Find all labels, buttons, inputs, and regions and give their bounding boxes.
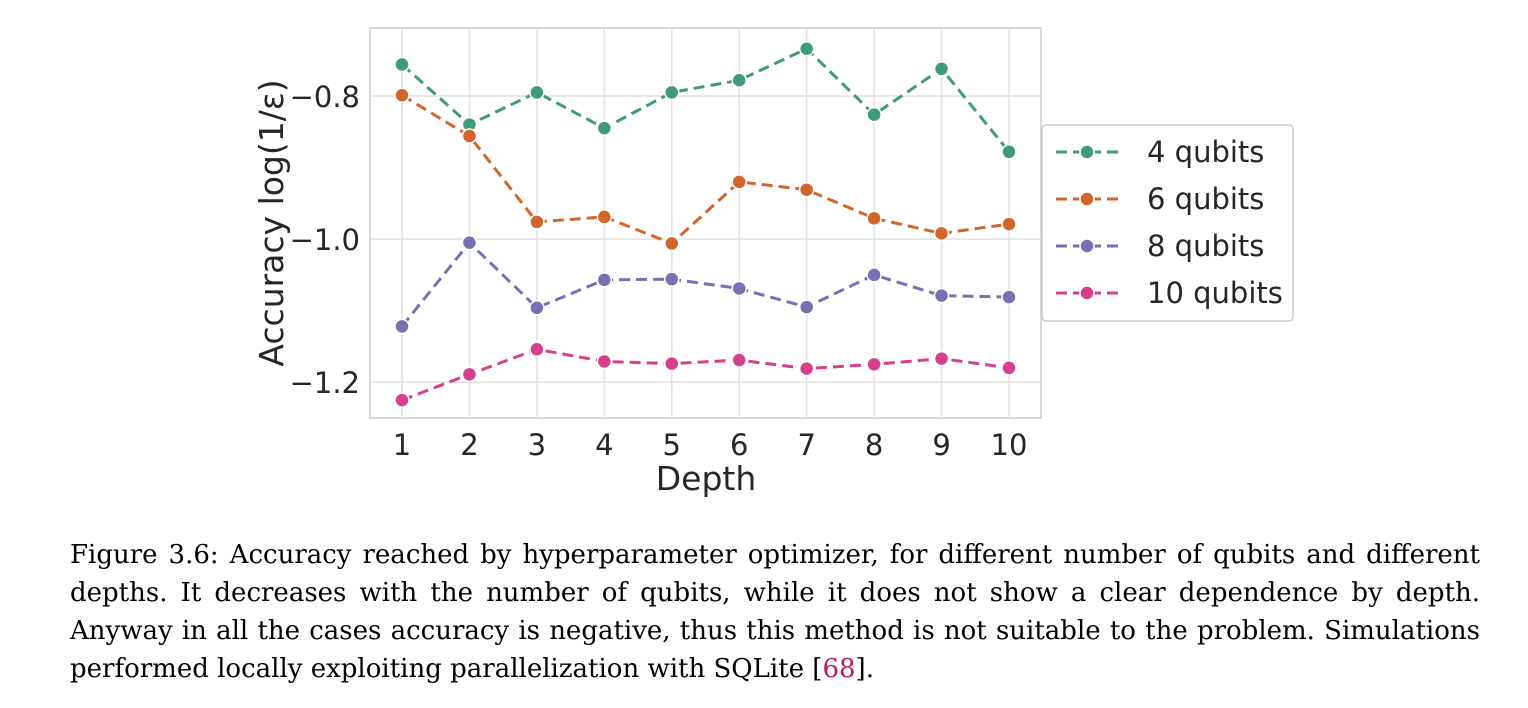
plot-area — [369, 27, 1042, 419]
legend-label: 6 qubits — [1147, 182, 1264, 216]
legend-swatch-marker — [1079, 144, 1095, 160]
x-tick-label: 1 — [393, 428, 411, 462]
data-point — [866, 356, 882, 373]
y-tick-labels: −0.8 −1.0 −1.2 — [290, 80, 360, 400]
legend-box — [1041, 124, 1294, 322]
data-point — [1001, 144, 1017, 160]
x-tick-label: 9 — [932, 428, 950, 462]
x-tick-label: 6 — [730, 428, 748, 462]
data-point — [596, 209, 613, 225]
caption-text: Figure 3.6: Accuracy reached by hyperpar… — [70, 540, 1480, 684]
data-point — [798, 181, 815, 198]
data-point — [731, 72, 747, 88]
legend-label: 4 qubits — [1147, 135, 1264, 169]
legend-item: 10 qubits — [1056, 276, 1283, 310]
data-point — [1001, 360, 1017, 376]
legend-item: 8 qubits — [1056, 229, 1264, 263]
series-line — [401, 93, 1010, 246]
data-point — [461, 128, 478, 144]
data-point — [664, 271, 680, 287]
legend-label: 8 qubits — [1147, 229, 1264, 263]
data-point — [461, 366, 478, 383]
data-point — [529, 341, 545, 358]
legend: 4 qubits 6 qubits 8 qubits 10 qubits — [1041, 124, 1294, 322]
data-point — [798, 360, 815, 377]
series-8-qubits — [394, 234, 1017, 335]
x-tick-label: 5 — [663, 428, 681, 462]
legend-swatch-marker — [1079, 238, 1095, 254]
data-point — [596, 272, 613, 288]
data-point — [1001, 289, 1017, 305]
data-point — [731, 174, 747, 190]
data-point — [394, 318, 410, 335]
y-tick-label: −1.0 — [290, 223, 360, 257]
x-tick-label: 7 — [797, 428, 815, 462]
x-tick-labels: 1 2 3 4 5 6 7 8 9 10 — [393, 428, 1028, 462]
figure-caption: Figure 3.6: Accuracy reached by hyperpar… — [70, 536, 1480, 688]
data-point — [933, 61, 950, 77]
x-tick-label: 3 — [528, 428, 546, 462]
data-point — [529, 214, 545, 230]
series-group — [394, 41, 1017, 408]
data-point — [596, 353, 613, 370]
data-point — [1001, 216, 1017, 232]
data-point — [866, 267, 882, 283]
data-point — [731, 352, 747, 368]
series-line — [400, 240, 1010, 328]
y-axis-label: Accuracy log(1/ε) — [252, 79, 291, 366]
data-point — [798, 299, 815, 315]
x-tick-label: 10 — [991, 428, 1028, 462]
legend-swatch-marker — [1079, 285, 1095, 301]
data-point — [394, 87, 410, 104]
data-point — [461, 234, 478, 251]
legend-swatch-marker — [1079, 191, 1095, 207]
x-tick-label: 4 — [595, 428, 613, 462]
series-6-qubits — [394, 87, 1017, 252]
series-10-qubits — [394, 341, 1017, 408]
data-point — [394, 392, 410, 408]
data-point — [664, 235, 680, 252]
citation-link[interactable]: 68 — [822, 654, 856, 684]
y-tick-label: −0.8 — [290, 80, 360, 114]
data-point — [596, 120, 613, 136]
line-chart: 1 2 3 4 5 6 7 8 9 10 −0.8 −1.0 −1.2 Depth Accuracy … — [252, 27, 1294, 498]
data-point — [529, 84, 545, 101]
legend-label: 10 qubits — [1147, 276, 1283, 310]
y-tick-label: −1.2 — [290, 366, 360, 400]
x-tick-label: 2 — [460, 428, 478, 462]
series-line — [401, 347, 1010, 402]
legend-items: 4 qubits 6 qubits 8 qubits 10 qubits — [1056, 135, 1283, 310]
series-4-qubits — [394, 41, 1017, 160]
data-point — [866, 106, 882, 123]
data-point — [933, 225, 950, 242]
x-tick-label: 8 — [865, 428, 883, 462]
data-point — [529, 300, 545, 316]
data-point — [798, 41, 815, 57]
data-point — [933, 350, 950, 367]
x-axis-label: Depth — [656, 459, 757, 498]
data-point — [933, 287, 950, 304]
data-point — [664, 84, 680, 101]
data-point — [731, 280, 747, 297]
data-point — [394, 56, 410, 73]
legend-item: 6 qubits — [1056, 182, 1264, 216]
legend-item: 4 qubits — [1056, 135, 1264, 169]
caption-end: ]. — [855, 654, 874, 684]
data-point — [664, 355, 680, 372]
series-line — [401, 46, 1011, 153]
data-point — [866, 210, 882, 227]
